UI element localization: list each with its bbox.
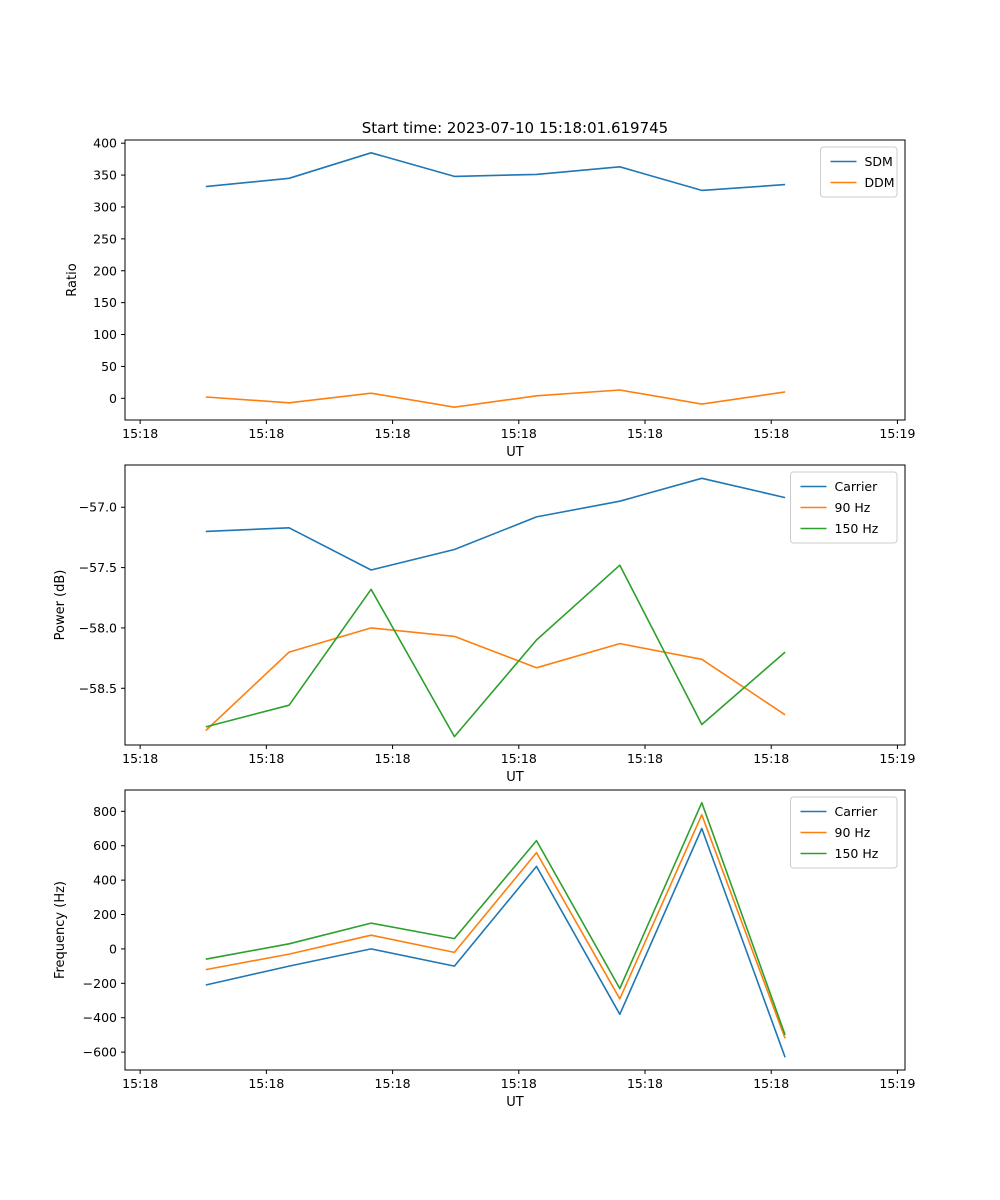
x-tick-label: 15:18 [501, 1076, 537, 1091]
chart3-ylabel: Frequency (Hz) [53, 881, 68, 979]
series-line-ddm [205, 389, 786, 409]
y-tick-label: 0 [109, 391, 117, 406]
x-tick-label: 15:19 [879, 751, 915, 766]
y-tick-label: −57.0 [79, 500, 117, 515]
series-line-carrier [205, 477, 786, 571]
series-line-90-hz [205, 813, 786, 1039]
y-tick-label: −58.0 [79, 620, 117, 635]
series-line-150-hz [205, 564, 786, 738]
x-tick-label: 15:18 [501, 426, 537, 441]
x-tick-label: 15:18 [375, 426, 411, 441]
x-tick-label: 15:18 [248, 751, 284, 766]
y-tick-label: −400 [83, 1010, 117, 1025]
chart2-plot-area: 15:18 15:18 15:18 15:18 15:18 15:18 15:19 −58.5… [79, 464, 915, 766]
x-tick-label: 15:18 [122, 426, 158, 441]
x-tick-label: 15:18 [122, 1076, 158, 1091]
x-tick-label: 15:18 [248, 1076, 284, 1091]
y-tick-label: 400 [93, 136, 117, 151]
y-tick-label: 0 [109, 941, 117, 956]
series-line-sdm [205, 152, 786, 192]
chart1-plot-area: 15:18 15:18 15:18 15:18 15:18 15:18 15:19 0 50 10… [93, 136, 915, 441]
x-tick-label: 15:18 [753, 426, 789, 441]
x-tick-label: 15:18 [627, 1076, 663, 1091]
x-tick-label: 15:18 [248, 426, 284, 441]
legend-label-sdm: SDM [865, 154, 893, 169]
series-line-carrier [205, 827, 786, 1058]
legend-label-90-hz: 90 Hz [835, 825, 871, 840]
y-tick-label: −57.5 [79, 560, 117, 575]
chart1-ylabel: Ratio [65, 263, 80, 296]
series-line-90-hz [205, 627, 786, 732]
y-tick-label: 300 [93, 199, 117, 214]
axes-frame [124, 139, 906, 421]
chart1-xlabel: UT [506, 445, 524, 460]
legend-label-150-hz: 150 Hz [835, 521, 879, 536]
legend-label-carrier: Carrier [835, 479, 879, 494]
y-tick-label: 150 [93, 295, 117, 310]
x-tick-label: 15:18 [375, 751, 411, 766]
legend [790, 796, 898, 869]
x-tick-label: 15:18 [753, 1076, 789, 1091]
y-tick-label: 50 [101, 359, 117, 374]
y-tick-label: −600 [83, 1045, 117, 1060]
y-tick-label: 200 [93, 907, 117, 922]
legend [790, 471, 898, 544]
x-tick-label: 15:18 [627, 426, 663, 441]
x-tick-label: 15:18 [753, 751, 789, 766]
x-tick-label: 15:18 [501, 751, 537, 766]
x-tick-label: 15:18 [375, 1076, 411, 1091]
x-tick-label: 15:18 [627, 751, 663, 766]
x-tick-label: 15:18 [122, 751, 158, 766]
x-tick-label: 15:19 [879, 1076, 915, 1091]
x-tick-label: 15:19 [879, 426, 915, 441]
y-tick-label: 600 [93, 838, 117, 853]
y-tick-label: 200 [93, 263, 117, 278]
legend-label-150-hz: 150 Hz [835, 846, 879, 861]
chart3-plot-area: 15:18 15:18 15:18 15:18 15:18 15:18 15:19 −600 −… [83, 789, 915, 1091]
legend-label-ddm: DDM [865, 175, 895, 190]
y-tick-label: −58.5 [79, 681, 117, 696]
chart2-ylabel: Power (dB) [53, 570, 68, 641]
y-tick-label: 800 [93, 804, 117, 819]
y-tick-label: 400 [93, 873, 117, 888]
chart2-xlabel: UT [506, 770, 524, 785]
y-tick-label: 250 [93, 231, 117, 246]
y-tick-label: 350 [93, 168, 117, 183]
y-tick-label: 100 [93, 327, 117, 342]
axes-frame [124, 464, 906, 746]
legend-label-90-hz: 90 Hz [835, 500, 871, 515]
legend-label-carrier: Carrier [835, 804, 879, 819]
series-line-150-hz [205, 801, 786, 1036]
axes-frame [124, 789, 906, 1071]
y-tick-label: −200 [83, 976, 117, 991]
chart1-title: Start time: 2023-07-10 15:18:01.619745 [362, 119, 668, 137]
chart3-xlabel: UT [506, 1095, 524, 1110]
legend [820, 146, 898, 198]
